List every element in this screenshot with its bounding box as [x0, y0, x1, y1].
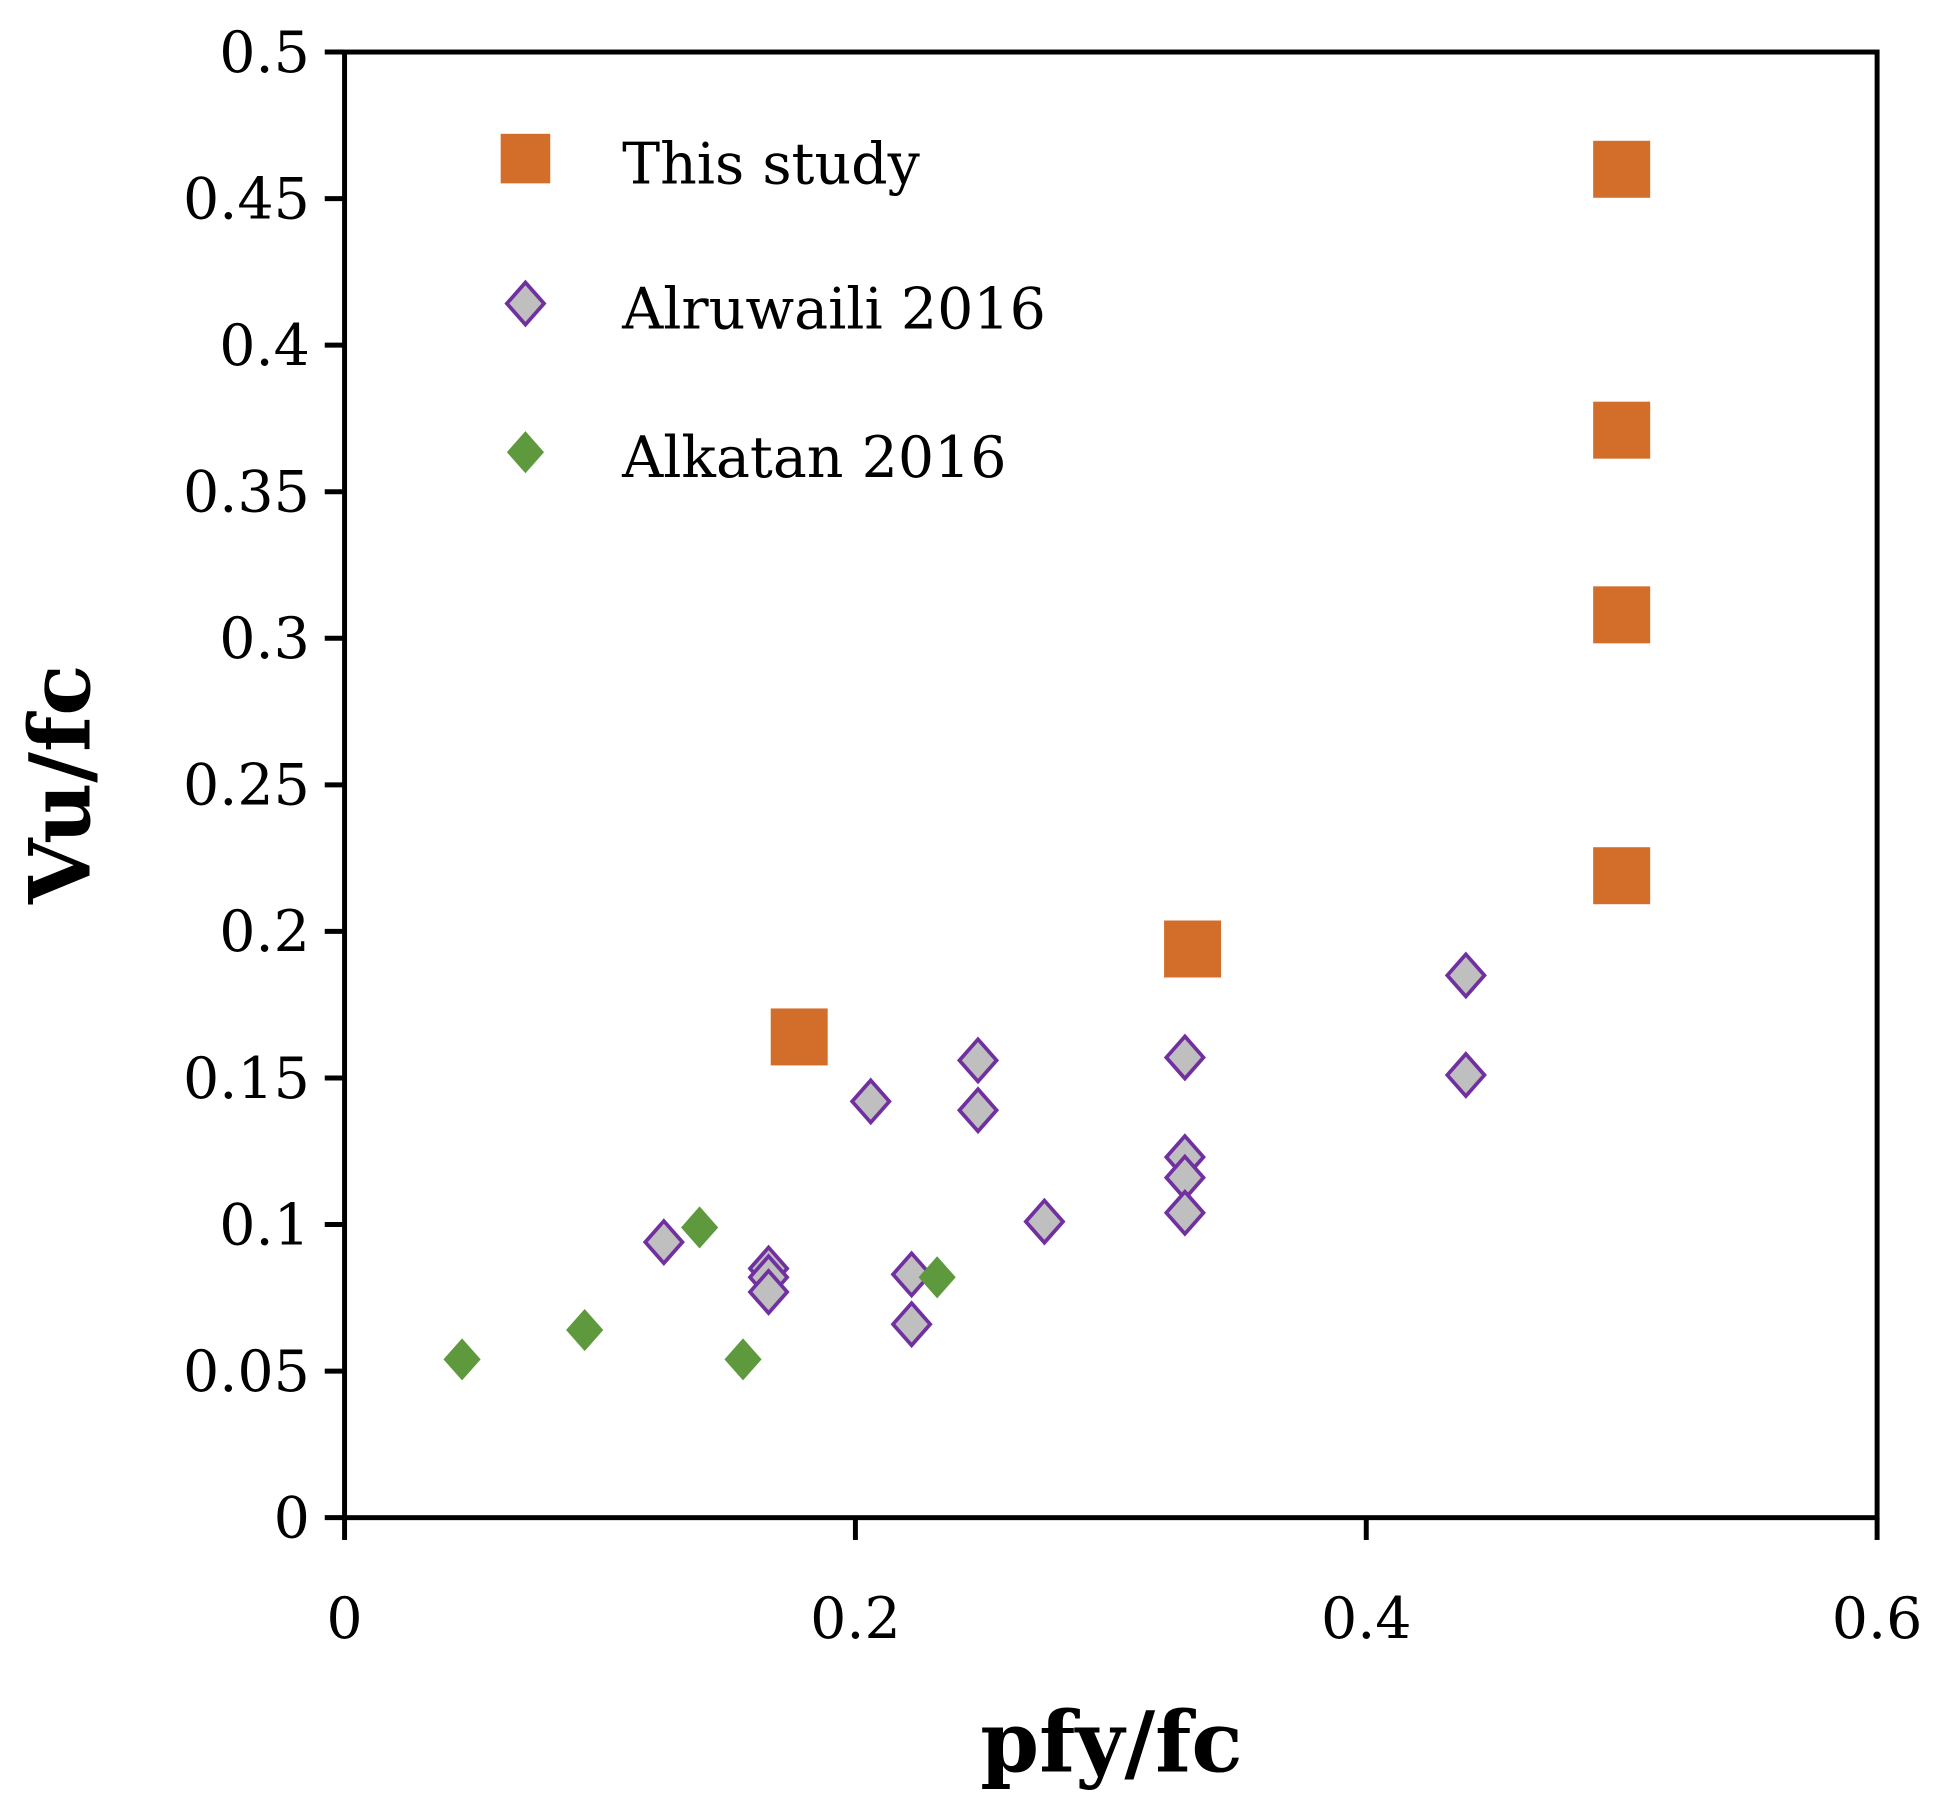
data-point-alkatan-2016	[724, 1338, 762, 1381]
x-tick-label: 0	[326, 1586, 362, 1652]
data-point-alkatan-2016	[443, 1338, 481, 1381]
y-tick-label: 0.15	[183, 1046, 310, 1112]
legend-marker-0	[500, 133, 551, 184]
x-axis-label: pfy/fc	[980, 1693, 1242, 1792]
data-point-this-study	[1593, 401, 1651, 459]
data-point-alruwaili-2016	[642, 1218, 685, 1266]
legend-label: Alruwaili 2016	[621, 276, 1046, 342]
legend-label: Alkatan 2016	[621, 425, 1006, 491]
data-point-alkatan-2016	[918, 1256, 956, 1299]
y-tick-label: 0.4	[219, 313, 310, 379]
x-tick-label: 0.4	[1321, 1586, 1412, 1652]
data-point-alkatan-2016	[566, 1309, 604, 1352]
data-point-alruwaili-2016	[956, 1036, 1000, 1085]
data-point-this-study	[770, 1008, 828, 1066]
data-points	[443, 140, 1651, 1381]
data-point-alruwaili-2016	[1163, 1188, 1206, 1237]
y-tick-label: 0.05	[183, 1339, 310, 1405]
data-point-alruwaili-2016	[956, 1086, 1000, 1135]
data-point-alruwaili-2016	[1444, 951, 1487, 1000]
data-point-alruwaili-2016	[747, 1268, 790, 1316]
legend: This study Alruwaili 2016 Alkatan 2016	[500, 131, 1046, 491]
y-tick-label: 0.25	[183, 753, 310, 819]
plot-frame	[342, 49, 1880, 1521]
data-point-this-study	[1164, 920, 1222, 978]
data-point-alruwaili-2016	[890, 1300, 933, 1349]
legend-marker-1	[504, 279, 547, 328]
data-point-alruwaili-2016	[849, 1077, 892, 1126]
x-tick-label: 0.6	[1832, 1586, 1923, 1652]
legend-marker-2	[506, 431, 545, 474]
data-point-this-study	[1593, 140, 1651, 198]
data-point-this-study	[1593, 847, 1651, 905]
y-tick-label: 0.2	[219, 899, 310, 965]
y-tick-label: 0.45	[183, 166, 310, 232]
x-axis-ticks: 0 0.2 0.4 0.6	[326, 1517, 1923, 1652]
data-point-alruwaili-2016	[1163, 1033, 1206, 1082]
y-axis-label: Vu/fc	[10, 664, 109, 905]
y-tick-label: 0.5	[219, 20, 310, 86]
data-point-alruwaili-2016	[1444, 1051, 1487, 1099]
y-axis-ticks: 0 0.05 0.1 0.15 0.2 0.25 0.3 0.35 0.4 0.45 0.5	[183, 20, 345, 1551]
legend-label: This study	[622, 131, 921, 197]
data-point-alkatan-2016	[681, 1206, 719, 1249]
x-tick-label: 0.2	[810, 1586, 901, 1652]
data-point-this-study	[1593, 586, 1651, 644]
y-tick-label: 0.3	[219, 606, 310, 672]
y-tick-label: 0.35	[183, 460, 310, 526]
y-tick-label: 0	[274, 1485, 310, 1551]
y-tick-label: 0.1	[219, 1192, 310, 1258]
data-point-alruwaili-2016	[890, 1250, 933, 1299]
data-point-alruwaili-2016	[1023, 1197, 1066, 1246]
